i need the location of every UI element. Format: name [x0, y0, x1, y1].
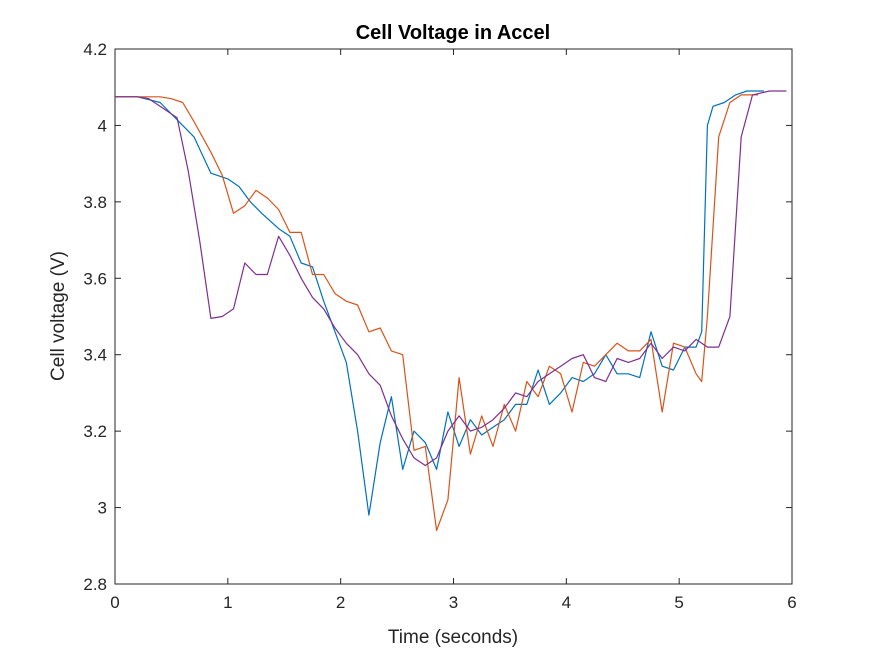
chart-title: Cell Voltage in Accel	[356, 22, 551, 44]
y-tick-label: 3	[98, 499, 107, 518]
x-tick-label: 6	[787, 593, 796, 612]
y-tick-label: 2.8	[83, 575, 107, 594]
x-tick-label: 5	[674, 593, 683, 612]
plot-area	[114, 48, 793, 585]
y-tick-label: 4.2	[83, 40, 107, 59]
series-line-1	[115, 90, 764, 516]
axis-ticks: 0 1 2 3 4 5 6 2.8 3 3.2 3.4 3.6 3.8 4 4.2	[83, 40, 796, 612]
y-tick-label: 3.2	[83, 422, 107, 441]
y-tick-label: 3.6	[83, 269, 107, 288]
y-axis-label: Cell voltage (V)	[48, 251, 69, 381]
series-group	[115, 90, 787, 532]
y-tick-label: 4	[98, 116, 107, 135]
series-line-3	[115, 90, 787, 467]
x-tick-label: 4	[562, 593, 571, 612]
x-axis-label: Time (seconds)	[388, 627, 518, 648]
x-tick-label: 3	[449, 593, 458, 612]
series-line-2	[115, 94, 759, 532]
y-tick-label: 3.8	[83, 193, 107, 212]
x-tick-label: 2	[336, 593, 345, 612]
x-tick-label: 1	[223, 593, 232, 612]
x-tick-label: 0	[110, 593, 119, 612]
y-tick-label: 3.4	[83, 346, 107, 365]
